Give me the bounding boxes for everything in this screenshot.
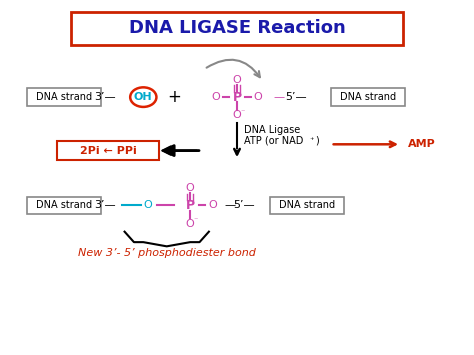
Text: —: — <box>273 92 285 102</box>
Text: O: O <box>233 75 241 84</box>
Text: DNA LIGASE Reaction: DNA LIGASE Reaction <box>128 19 346 37</box>
Text: ⁺: ⁺ <box>310 136 314 145</box>
FancyBboxPatch shape <box>331 88 405 106</box>
Text: O: O <box>186 183 194 193</box>
FancyBboxPatch shape <box>71 11 403 45</box>
FancyBboxPatch shape <box>270 197 344 214</box>
Text: AMP: AMP <box>408 139 436 149</box>
Text: DNA strand: DNA strand <box>36 92 92 102</box>
Text: DNA Ligase: DNA Ligase <box>244 125 300 135</box>
Text: O: O <box>254 92 263 102</box>
Text: OH: OH <box>134 92 153 102</box>
FancyBboxPatch shape <box>57 141 159 160</box>
Text: 2Pi ← PPi: 2Pi ← PPi <box>80 146 137 155</box>
Text: O: O <box>144 201 152 211</box>
FancyBboxPatch shape <box>27 88 100 106</box>
Text: ): ) <box>316 136 319 146</box>
Text: ⁻: ⁻ <box>193 215 198 225</box>
Text: DNA strand: DNA strand <box>279 201 335 211</box>
Text: O: O <box>186 219 194 229</box>
Text: 5’—: 5’— <box>233 201 255 211</box>
Text: ⁻: ⁻ <box>240 107 245 116</box>
Text: 5’—: 5’— <box>285 92 306 102</box>
Text: P: P <box>186 199 195 212</box>
Text: P: P <box>232 91 242 104</box>
Text: +: + <box>167 88 181 106</box>
Text: ATP (or NAD: ATP (or NAD <box>244 136 303 146</box>
Text: DNA strand: DNA strand <box>340 92 396 102</box>
Text: O: O <box>211 92 220 102</box>
Text: —: — <box>224 201 236 211</box>
Text: 3’—: 3’— <box>94 201 116 211</box>
Text: DNA strand: DNA strand <box>36 201 92 211</box>
Text: 3’—: 3’— <box>94 92 116 102</box>
FancyBboxPatch shape <box>27 197 100 214</box>
Text: New 3’- 5’ phosphodiester bond: New 3’- 5’ phosphodiester bond <box>78 248 255 258</box>
Text: O: O <box>233 110 241 120</box>
Text: O: O <box>208 201 217 211</box>
